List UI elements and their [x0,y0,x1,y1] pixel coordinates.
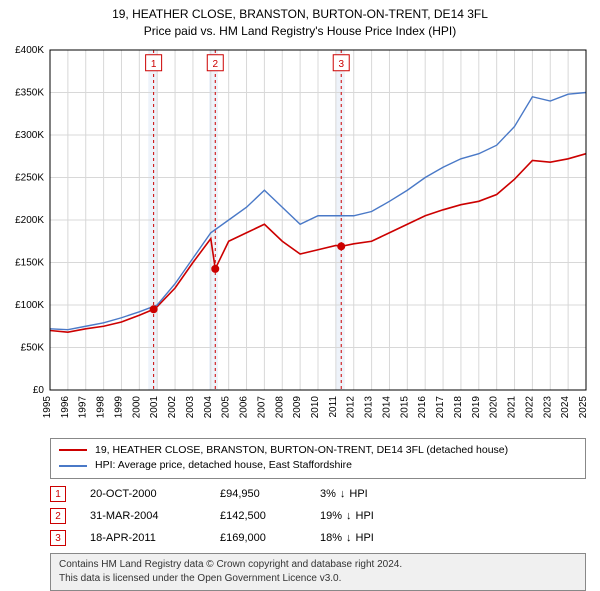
sale-badge: 1 [50,486,66,502]
sales-table: 120-OCT-2000£94,9503%↓HPI231-MAR-2004£14… [50,483,586,549]
svg-text:2017: 2017 [435,395,446,418]
svg-text:2006: 2006 [239,395,250,418]
legend-swatch [59,465,87,467]
sale-hpi-pct: 19% [320,510,342,522]
sale-date: 20-OCT-2000 [90,488,220,500]
svg-text:1999: 1999 [113,395,124,418]
svg-text:1: 1 [151,58,157,69]
svg-text:2022: 2022 [524,395,535,418]
sale-badge: 2 [50,508,66,524]
svg-text:£400K: £400K [15,45,44,56]
svg-text:2012: 2012 [346,395,357,418]
svg-text:2016: 2016 [417,395,428,418]
sale-hpi: 18% ↓ HPI [320,532,374,544]
chart-title: 19, HEATHER CLOSE, BRANSTON, BURTON-ON-T… [0,0,600,42]
legend-swatch [59,449,87,451]
svg-text:2024: 2024 [560,395,571,418]
sale-hpi-label: HPI [356,532,374,544]
arrow-down-icon: ↓ [346,510,352,522]
svg-text:2002: 2002 [167,395,178,418]
legend-label: HPI: Average price, detached house, East… [95,458,352,474]
svg-text:2003: 2003 [185,395,196,418]
svg-text:2005: 2005 [221,395,232,418]
svg-text:2: 2 [212,58,218,69]
svg-text:£150K: £150K [15,257,44,268]
footer-line-1: Contains HM Land Registry data © Crown c… [59,558,577,572]
chart-area: £0 £50K £100K £150K £200K £250K £300K £350K £400… [0,42,600,432]
sale-row: 3 18-APR-2011£169,00018% ↓ HPI [50,527,586,549]
sale-hpi: 19% ↓ HPI [320,510,374,522]
sale-date: 18-APR-2011 [90,532,220,544]
sale-price: £94,950 [220,488,320,500]
svg-text:2011: 2011 [328,395,339,417]
sale-price: £142,500 [220,510,320,522]
legend-item: 19, HEATHER CLOSE, BRANSTON, BURTON-ON-T… [59,443,577,459]
sale-hpi-pct: 3% [320,488,336,500]
sale-row: 2 31-MAR-2004£142,50019% ↓ HPI [50,505,586,527]
svg-text:1996: 1996 [60,395,71,418]
svg-text:2023: 2023 [542,395,553,418]
arrow-down-icon: ↓ [346,532,352,544]
sale-date: 31-MAR-2004 [90,510,220,522]
svg-text:2008: 2008 [274,395,285,418]
svg-text:£350K: £350K [15,87,44,98]
line-chart-svg: £0 £50K £100K £150K £200K £250K £300K £350K £400… [0,42,600,432]
arrow-down-icon: ↓ [340,488,346,500]
svg-text:£250K: £250K [15,172,44,183]
title-line-2: Price paid vs. HM Land Registry's House … [10,23,590,40]
svg-text:1998: 1998 [96,395,107,418]
svg-text:2007: 2007 [256,395,267,418]
attribution-footer: Contains HM Land Registry data © Crown c… [50,553,586,591]
svg-text:2010: 2010 [310,395,321,418]
svg-text:£200K: £200K [15,215,44,226]
svg-text:£0: £0 [33,385,45,396]
svg-text:2021: 2021 [507,395,518,418]
svg-text:2000: 2000 [131,395,142,418]
legend-item: HPI: Average price, detached house, East… [59,458,577,474]
svg-text:2018: 2018 [453,395,464,418]
sale-badge: 3 [50,530,66,546]
svg-text:2020: 2020 [489,395,500,418]
svg-text:1997: 1997 [78,395,89,418]
sale-price: £169,000 [220,532,320,544]
sale-row: 1 20-OCT-2000£94,9503% ↓HPI [50,483,586,505]
svg-text:2025: 2025 [578,395,589,418]
svg-text:2009: 2009 [292,395,303,418]
footer-line-2: This data is licensed under the Open Gov… [59,572,577,586]
svg-text:£50K: £50K [21,342,45,353]
svg-text:2019: 2019 [471,395,482,418]
svg-text:£100K: £100K [15,300,44,311]
sale-hpi-label: HPI [356,510,374,522]
legend: 19, HEATHER CLOSE, BRANSTON, BURTON-ON-T… [50,438,586,480]
svg-text:2001: 2001 [149,395,160,418]
svg-text:1995: 1995 [42,395,53,418]
sale-hpi-pct: 18% [320,532,342,544]
svg-text:2015: 2015 [399,395,410,418]
svg-text:2013: 2013 [364,395,375,418]
svg-text:2014: 2014 [381,395,392,418]
svg-text:2004: 2004 [203,395,214,418]
sale-hpi-label: HPI [349,488,367,500]
svg-text:3: 3 [338,58,344,69]
svg-text:£300K: £300K [15,130,44,141]
title-line-1: 19, HEATHER CLOSE, BRANSTON, BURTON-ON-T… [10,6,590,23]
legend-label: 19, HEATHER CLOSE, BRANSTON, BURTON-ON-T… [95,443,508,459]
sale-hpi: 3% ↓HPI [320,488,368,500]
